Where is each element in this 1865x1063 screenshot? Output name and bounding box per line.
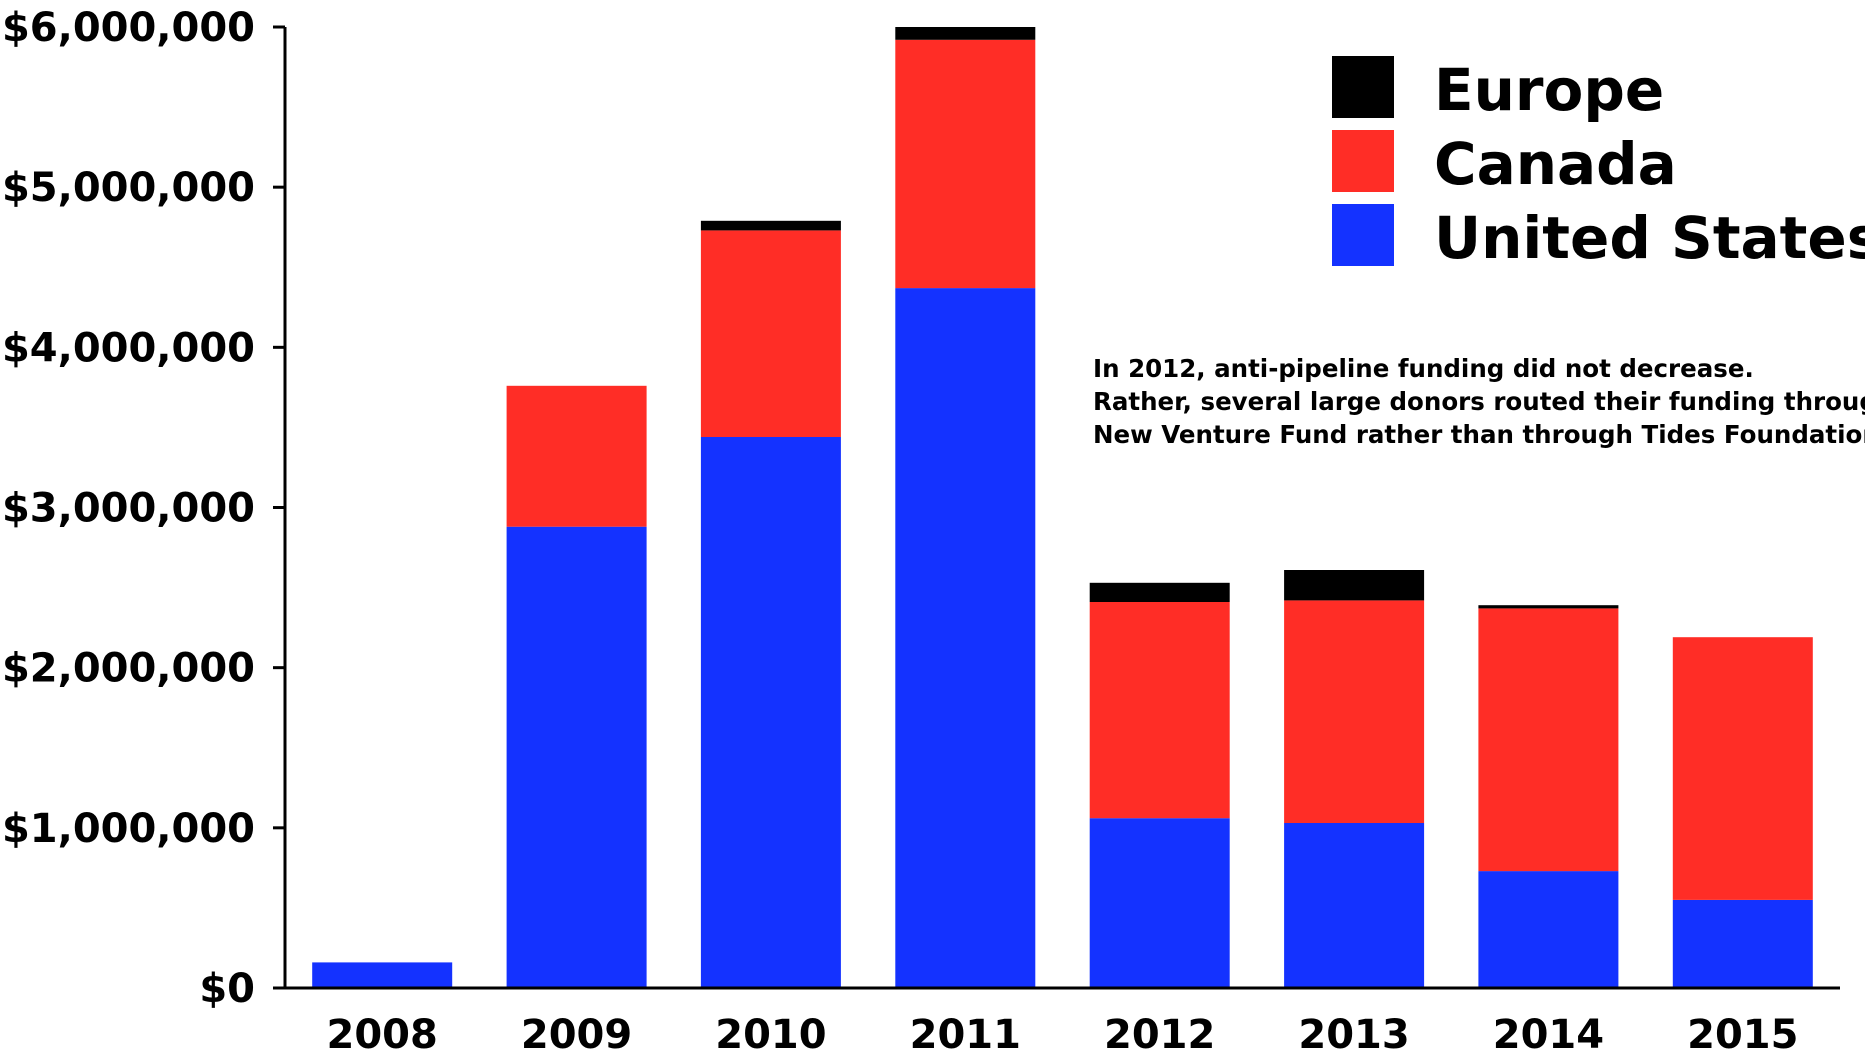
annotation-line-2: Rather, several large donors routed thei… [1093, 387, 1865, 416]
annotation-line-3: New Venture Fund rather than through Tid… [1093, 420, 1865, 449]
annotation-line-1: In 2012, anti-pipeline funding did not d… [1093, 354, 1754, 383]
x-axis-labels: 2008 2009 2010 2011 2012 2013 2014 2015 [327, 1012, 1799, 1058]
legend-label-europe: Europe [1434, 56, 1664, 124]
x-category-label: 2015 [1687, 1012, 1798, 1058]
bar-2010-united-states [700, 437, 841, 988]
annotation-note: In 2012, anti-pipeline funding did not d… [1093, 352, 1865, 451]
bar-2011-canada [895, 39, 1036, 289]
x-category-label: 2010 [715, 1012, 826, 1058]
bar-2008-united-states [312, 962, 453, 988]
x-category-label: 2009 [521, 1012, 632, 1058]
y-tick-label: $1,000,000 [2, 806, 255, 852]
bar-2014-europe [1478, 605, 1619, 609]
bar-2010-europe [700, 220, 841, 231]
x-category-label: 2008 [327, 1012, 438, 1058]
y-tick-label: $2,000,000 [2, 646, 255, 692]
bar-2013-europe [1284, 570, 1425, 601]
y-tick-label: $6,000,000 [2, 5, 255, 51]
bar-2012-united-states [1089, 818, 1230, 988]
legend-swatch-canada [1332, 130, 1394, 192]
bar-2011-united-states [895, 288, 1036, 989]
bar-2012-europe [1089, 582, 1230, 602]
y-tick-label: $5,000,000 [2, 165, 255, 211]
bar-2010-canada [700, 230, 841, 437]
legend-label-canada: Canada [1434, 130, 1677, 198]
legend-swatch-europe [1332, 56, 1394, 118]
y-tick-label: $3,000,000 [2, 486, 255, 532]
bar-2011-europe [895, 27, 1036, 40]
x-category-label: 2012 [1104, 1012, 1215, 1058]
bar-2009-canada [506, 385, 647, 527]
legend-label-united-states: United States [1434, 204, 1865, 272]
x-category-label: 2013 [1298, 1012, 1409, 1058]
bar-2014-canada [1478, 608, 1619, 872]
y-axis-ticks: $0 $1,000,000 $2,000,000 $3,000,000 $4,000,0… [2, 5, 285, 1012]
bar-2015-united-states [1672, 899, 1813, 988]
bar-2013-united-states [1284, 823, 1425, 988]
y-tick-label: $0 [199, 966, 255, 1012]
x-category-label: 2014 [1493, 1012, 1604, 1058]
bar-2013-canada [1284, 600, 1425, 823]
legend-swatch-united-states [1332, 204, 1394, 266]
y-tick-label: $4,000,000 [2, 325, 255, 371]
bar-2012-canada [1089, 602, 1230, 819]
bar-2014-united-states [1478, 871, 1619, 988]
x-category-label: 2011 [910, 1012, 1021, 1058]
bar-2009-united-states [506, 526, 647, 988]
bar-2015-canada [1672, 637, 1813, 900]
bars-group [312, 27, 1813, 989]
